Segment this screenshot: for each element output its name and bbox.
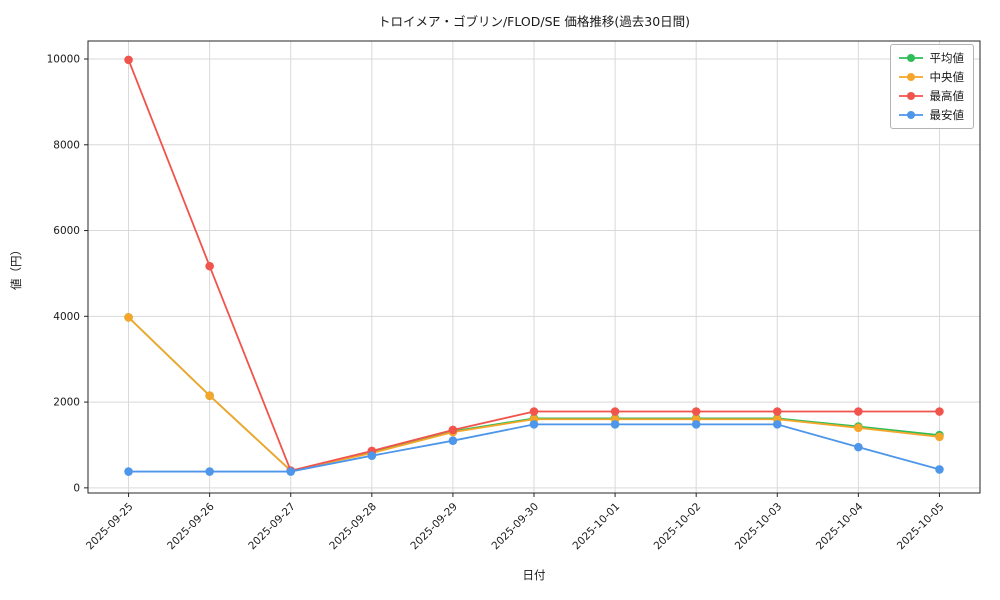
data-point-marker	[935, 407, 944, 416]
data-point-marker	[772, 420, 782, 429]
legend-item-label: 最安値	[929, 108, 965, 122]
chart-title: トロイメア・ゴブリン/FLOD/SE 価格推移(過去30日間)	[377, 14, 691, 29]
legend-item-label: 最高値	[929, 89, 965, 103]
data-point-marker	[286, 467, 296, 476]
data-point-marker	[205, 391, 214, 400]
data-point-marker	[691, 407, 701, 416]
data-point-marker	[529, 407, 539, 416]
x-tick-label: 2025-09-29	[408, 501, 460, 553]
legend-marker-icon	[898, 111, 923, 119]
legend-item: 最安値	[898, 107, 965, 123]
x-tick-label: 2025-09-28	[327, 501, 379, 553]
x-tick-label: 2025-10-01	[571, 501, 623, 553]
y-tick-label: 10000	[47, 54, 80, 66]
legend-item: 中央値	[898, 69, 965, 85]
y-tick-label: 8000	[53, 139, 80, 151]
data-point-marker	[124, 55, 133, 65]
data-point-marker	[854, 423, 863, 433]
legend-marker-icon	[898, 73, 923, 81]
x-axis-label: 日付	[522, 568, 546, 582]
y-tick-label: 0	[73, 482, 80, 494]
data-point-marker	[610, 407, 620, 416]
legend: 平均値中央値最高値最安値	[889, 44, 974, 129]
x-tick-label: 2025-10-04	[814, 500, 866, 552]
legend-item-label: 平均値	[929, 51, 965, 65]
data-point-marker	[124, 313, 133, 322]
x-tick-label: 2025-09-25	[84, 501, 136, 553]
data-point-marker	[529, 420, 539, 429]
legend-item: 最高値	[898, 88, 965, 104]
data-point-marker	[610, 420, 620, 429]
data-point-marker	[691, 420, 701, 429]
x-tick-label: 2025-09-30	[489, 501, 541, 553]
data-point-marker	[205, 261, 214, 271]
x-tick-label: 2025-10-03	[733, 501, 785, 553]
y-tick-label: 4000	[53, 311, 80, 323]
x-tick-label: 2025-10-05	[895, 501, 947, 553]
data-point-marker	[935, 432, 944, 442]
data-point-marker	[448, 436, 458, 445]
data-point-marker	[854, 407, 863, 416]
data-point-marker	[124, 467, 133, 476]
data-point-marker	[854, 442, 863, 452]
y-tick-label: 6000	[53, 225, 80, 237]
data-point-marker	[205, 467, 214, 476]
legend-marker-icon	[898, 54, 923, 62]
legend-item-label: 中央値	[929, 70, 965, 84]
x-tick-label: 2025-09-26	[165, 500, 217, 552]
y-tick-label: 2000	[53, 397, 80, 409]
x-tick-label: 2025-10-02	[652, 501, 704, 553]
data-point-marker	[448, 425, 458, 435]
data-point-marker	[367, 451, 377, 460]
data-point-marker	[772, 407, 782, 416]
data-point-marker	[935, 465, 944, 474]
legend-marker-icon	[898, 92, 923, 100]
x-tick-label: 2025-09-27	[246, 501, 298, 553]
legend-item: 平均値	[898, 50, 965, 66]
